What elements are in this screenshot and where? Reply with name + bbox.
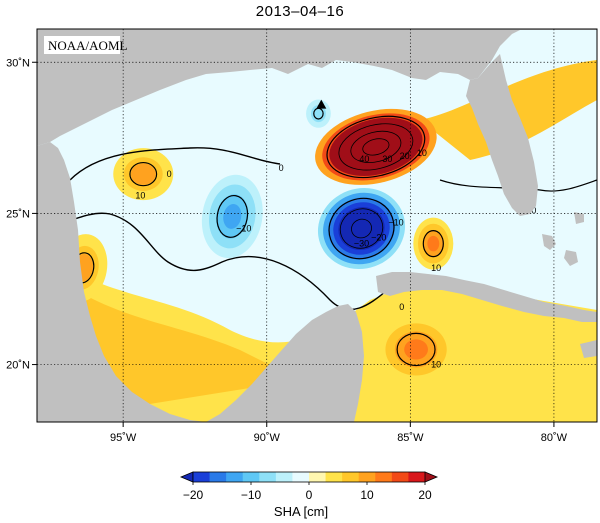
colorbar-swatch xyxy=(375,472,393,482)
contour-label: 0 xyxy=(279,163,284,173)
contour-label: 40 xyxy=(359,154,369,164)
contour-label: 10 xyxy=(431,263,441,273)
colorbar-under-arrow xyxy=(179,471,194,483)
contour-label: 0 xyxy=(531,205,536,215)
colorbar: −20 −10 0 10 20 SHA [cm] xyxy=(179,471,439,519)
land-hispaniola-edge xyxy=(580,340,597,358)
land-yucatan xyxy=(206,304,364,422)
colorbar-tick-label: 20 xyxy=(418,488,432,502)
axis-ticks: 95˚W 90˚W 85˚W 80˚W 30˚N 25˚N 20˚N xyxy=(6,57,568,444)
source-badge-label: NOAA/AOML xyxy=(48,38,128,53)
eddy-band xyxy=(223,204,242,229)
triangle-marker xyxy=(316,99,327,109)
lat-tick-label: 25˚N xyxy=(6,208,30,220)
contour-line xyxy=(350,130,402,163)
contour-label: 10 xyxy=(431,360,441,370)
lat-tick-label: 30˚N xyxy=(6,57,30,69)
land xyxy=(37,29,597,422)
contour-line xyxy=(338,123,414,171)
zero-contour xyxy=(37,212,386,311)
colorbar-tick-label: −10 xyxy=(241,488,262,502)
colorbar-over-arrow xyxy=(424,471,439,483)
land-florida-peninsula xyxy=(466,54,538,216)
colorbar-swatch xyxy=(242,472,260,482)
lon-tick-label: 80˚W xyxy=(541,432,568,444)
contour-label: 0 xyxy=(399,302,404,312)
land-cuba xyxy=(376,272,597,322)
colorbar-swatch xyxy=(259,472,277,482)
contour-label: 10 xyxy=(135,190,145,200)
land-mexico-west xyxy=(37,142,206,422)
colorbar-swatch xyxy=(226,472,244,482)
contour-line xyxy=(129,161,158,187)
zero-contour xyxy=(69,147,281,181)
contour-label: −10 xyxy=(236,224,251,234)
contour-line xyxy=(326,115,426,179)
eddy-band xyxy=(134,166,153,182)
contour-line xyxy=(339,208,384,249)
land-us-gulf-coast xyxy=(37,29,597,146)
contour-label: −30 xyxy=(354,239,369,249)
lon-tick-label: 90˚W xyxy=(254,432,281,444)
map-frame xyxy=(36,28,598,423)
contour-label: 10 xyxy=(417,148,427,158)
colorbar-swatch xyxy=(408,472,426,482)
lon-tick-label: 95˚W xyxy=(110,432,137,444)
colorbar-swatch xyxy=(292,472,310,482)
eddy-band xyxy=(314,108,323,119)
sha-field xyxy=(37,60,597,422)
graticule xyxy=(37,29,597,422)
contour-line xyxy=(362,138,390,156)
contour-line xyxy=(351,218,372,239)
colorbar-swatch xyxy=(209,472,227,482)
source-badge: NOAA/AOML xyxy=(44,36,128,54)
colorbar-tick-label: −20 xyxy=(183,488,204,502)
source-badge-box xyxy=(44,36,120,54)
colorbar-ticks: −20 −10 0 10 20 xyxy=(183,482,432,502)
lat-tick-label: 20˚N xyxy=(6,360,30,372)
eddy-band xyxy=(427,235,440,252)
contour-label: −10 xyxy=(388,218,403,228)
colorbar-swatch xyxy=(193,472,210,482)
contour-line xyxy=(396,332,436,367)
contour-line xyxy=(216,194,249,238)
contour-line xyxy=(422,230,444,258)
eddy-band xyxy=(357,135,394,159)
contour-label: 0 xyxy=(167,169,172,179)
colorbar-swatch xyxy=(391,472,409,482)
contour-label: 20 xyxy=(400,151,410,161)
colorbar-tick-label: 10 xyxy=(360,488,374,502)
map-title: 2013–04–16 xyxy=(255,3,345,20)
colorbar-tick-label: 0 xyxy=(306,488,313,502)
colorbar-swatch xyxy=(358,472,376,482)
colorbar-swatches xyxy=(179,471,439,483)
contour-label: 30 xyxy=(382,154,392,164)
contour-label: −20 xyxy=(371,233,386,243)
eddy-band xyxy=(348,216,375,241)
colorbar-label: SHA [cm] xyxy=(274,504,328,519)
colorbar-swatch xyxy=(309,472,326,482)
colorbar-swatch xyxy=(325,472,343,482)
lon-tick-label: 85˚W xyxy=(397,432,424,444)
colorbar-swatch xyxy=(342,472,360,482)
land-bahamas xyxy=(542,212,584,266)
eddy-band xyxy=(404,339,428,360)
contour-line xyxy=(328,197,395,260)
colorbar-swatch xyxy=(275,472,293,482)
